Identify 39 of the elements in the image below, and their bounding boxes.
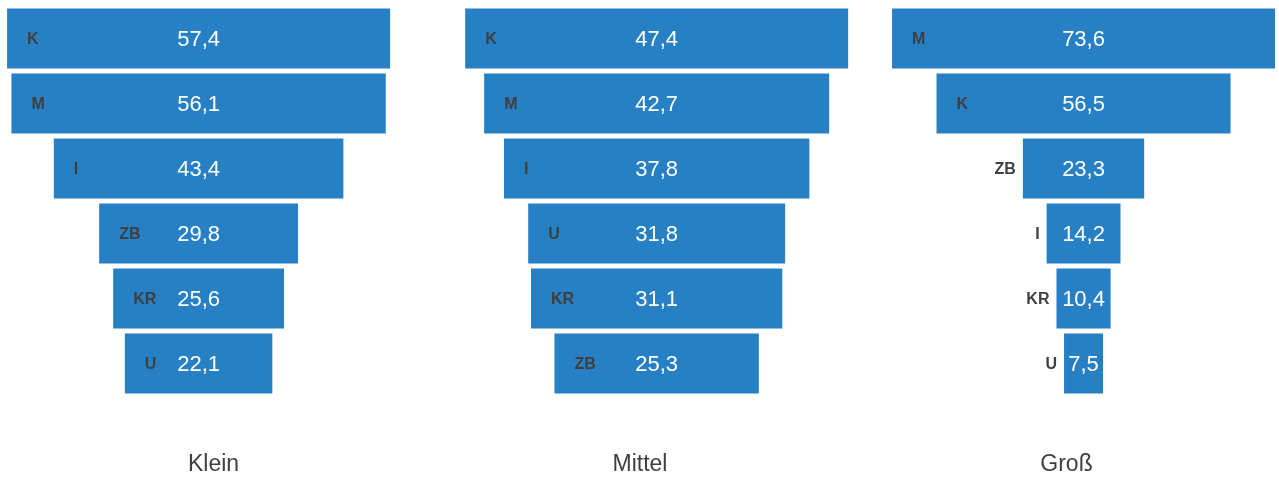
category-label: I bbox=[523, 160, 529, 177]
data-label: 7,5 bbox=[1068, 351, 1099, 376]
data-label: 29,8 bbox=[177, 221, 221, 246]
data-label: 56,1 bbox=[177, 91, 221, 116]
data-label: 47,4 bbox=[635, 26, 679, 51]
text: Mittel bbox=[612, 450, 668, 476]
data-label: 31,8 bbox=[635, 221, 679, 246]
category-label: KR bbox=[1026, 290, 1050, 307]
data-label: 23,3 bbox=[1062, 156, 1105, 181]
category-label: I bbox=[73, 160, 79, 177]
data-label: 56,5 bbox=[1062, 91, 1105, 116]
category-label: K bbox=[956, 95, 969, 112]
category-label: M bbox=[31, 95, 45, 112]
category-label: I bbox=[1035, 225, 1040, 242]
data-label: 25,6 bbox=[177, 286, 221, 311]
data-label: 10,4 bbox=[1062, 286, 1105, 311]
data-label: 22,1 bbox=[177, 351, 221, 376]
data-label: 73,6 bbox=[1062, 26, 1105, 51]
data-label: 42,7 bbox=[635, 91, 679, 116]
category-label: K bbox=[27, 30, 40, 47]
category-label: K bbox=[485, 30, 498, 47]
category-label: M bbox=[912, 30, 926, 47]
category-label: ZB bbox=[994, 160, 1016, 177]
data-label: 25,3 bbox=[635, 351, 679, 376]
text: Groß bbox=[1040, 450, 1093, 476]
text: Klein bbox=[187, 450, 240, 476]
data-label: 14,2 bbox=[1062, 221, 1105, 246]
category-label: KR bbox=[551, 290, 575, 307]
category-label: U bbox=[144, 355, 157, 372]
data-label: 37,8 bbox=[635, 156, 679, 181]
category-label: ZB bbox=[574, 355, 596, 372]
data-label: 57,4 bbox=[177, 26, 221, 51]
data-label: 43,4 bbox=[177, 156, 221, 181]
data-label: 31,1 bbox=[635, 286, 679, 311]
category-label: U bbox=[1045, 355, 1058, 372]
category-label: ZB bbox=[119, 225, 141, 242]
category-label: KR bbox=[133, 290, 157, 307]
category-label: U bbox=[548, 225, 560, 242]
category-label: M bbox=[504, 95, 518, 112]
